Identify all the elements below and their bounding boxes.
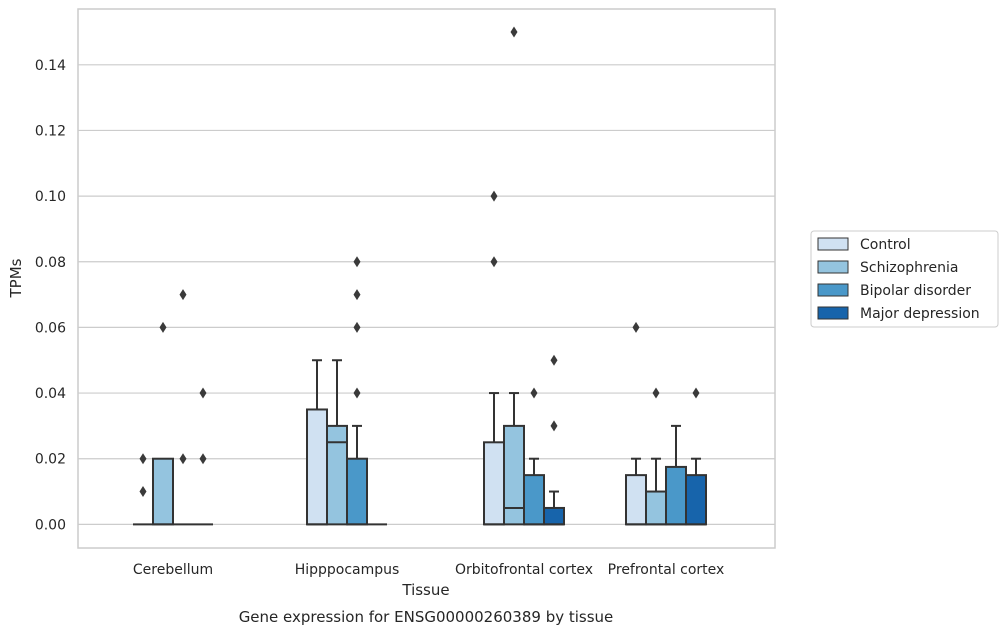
legend-swatch (817, 237, 849, 251)
box (665, 465, 687, 526)
outlier-point (353, 321, 361, 333)
box (483, 441, 505, 526)
series-schizophrenia (152, 26, 667, 526)
legend-swatch (817, 260, 849, 274)
outlier-point (652, 387, 660, 399)
box (306, 408, 328, 526)
box (346, 457, 368, 526)
grid-lines (78, 64, 775, 525)
legend: Control Schizophrenia Bipolar disorder Majo… (810, 230, 999, 328)
outlier-point (490, 190, 498, 202)
legend-label: Control (860, 237, 911, 253)
y-axis-ticks: 0.00 0.02 0.04 0.06 0.08 0.10 0.12 0.14 (35, 58, 66, 534)
y-tick-label: 0.00 (35, 517, 66, 533)
box (645, 490, 667, 526)
y-tick-label: 0.14 (35, 58, 66, 74)
outlier-point (353, 289, 361, 301)
legend-label: Bipolar disorder (860, 283, 971, 299)
outlier-point (550, 354, 558, 366)
outlier-point (199, 453, 207, 465)
outlier-point (490, 256, 498, 268)
outlier-point (139, 486, 147, 498)
outlier-point (139, 453, 147, 465)
outlier-point (530, 387, 538, 399)
x-axis-title: Tissue (401, 581, 449, 599)
y-tick-label: 0.08 (35, 255, 66, 271)
legend-swatch (817, 306, 849, 320)
outlier-point (159, 321, 167, 333)
outlier-point (550, 420, 558, 432)
outlier-point (179, 289, 187, 301)
box (543, 506, 565, 526)
y-tick-label: 0.06 (35, 320, 66, 336)
y-tick-label: 0.12 (35, 123, 66, 139)
x-tick-label: Cerebellum (133, 562, 213, 578)
box (523, 474, 545, 526)
series-bipolar-disorder (173, 256, 687, 526)
y-tick-label: 0.10 (35, 189, 66, 205)
outlier-point (179, 453, 187, 465)
series-control (133, 190, 647, 526)
outlier-point (632, 321, 640, 333)
legend-frame (810, 230, 999, 328)
box (503, 424, 525, 526)
y-tick-label: 0.04 (35, 386, 66, 402)
x-axis-ticks: Cerebellum Hipppocampus Orbitofrontal cort… (133, 562, 724, 578)
box (625, 474, 647, 526)
series-major-depression (193, 354, 707, 526)
legend-label: Schizophrenia (860, 260, 958, 276)
x-tick-label: Orbitofrontal cortex (455, 562, 593, 578)
chart-caption: Gene expression for ENSG00000260389 by t… (239, 608, 614, 626)
box (152, 457, 174, 526)
outlier-point (353, 387, 361, 399)
x-tick-label: Hipppocampus (295, 562, 400, 578)
y-axis-title: TPMs (7, 258, 25, 298)
outlier-point (199, 387, 207, 399)
legend-swatch (817, 283, 849, 297)
box-series (133, 26, 707, 526)
outlier-point (510, 26, 518, 38)
x-tick-label: Prefrontal cortex (608, 562, 725, 578)
y-tick-label: 0.02 (35, 452, 66, 468)
outlier-point (353, 256, 361, 268)
outlier-point (692, 387, 700, 399)
plot-frame (77, 8, 776, 549)
box (685, 474, 707, 526)
box (326, 424, 348, 526)
legend-label: Major depression (860, 306, 980, 322)
